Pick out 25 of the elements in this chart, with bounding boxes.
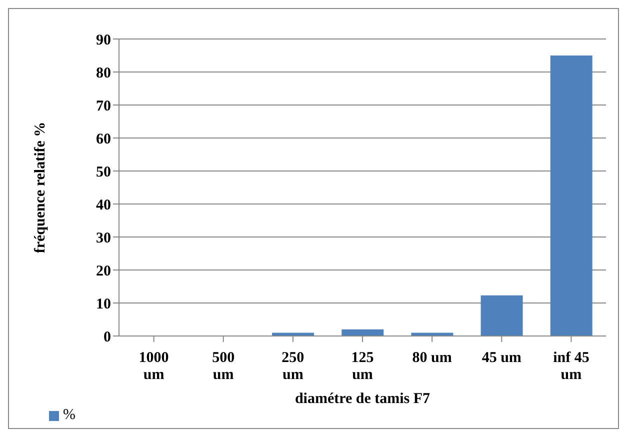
x-tick-label: 1000 um xyxy=(138,350,169,383)
y-tick-label: 60 xyxy=(96,131,111,148)
bar xyxy=(272,332,314,336)
y-tick-label: 10 xyxy=(96,296,111,312)
y-tick-label: 30 xyxy=(96,230,111,246)
legend-label: % xyxy=(63,407,76,423)
y-tick-label: 0 xyxy=(104,329,111,346)
y-tick-label: 80 xyxy=(96,65,111,82)
y-tick-label: 70 xyxy=(96,98,111,114)
x-tick-label: 45 um xyxy=(482,350,522,366)
x-tick-label: inf 45 um xyxy=(553,350,590,383)
x-tick-label: 80 um xyxy=(412,350,452,366)
x-tick-label: 500 um xyxy=(212,350,235,383)
x-axis-title: diamétre de tamis F7 xyxy=(294,391,431,407)
bar xyxy=(550,56,592,336)
bar xyxy=(411,332,454,336)
y-axis-title: fréquence relatife % xyxy=(32,122,48,254)
bar xyxy=(480,295,523,336)
y-tick-label: 20 xyxy=(96,263,111,280)
y-tick-label: 50 xyxy=(96,164,111,180)
y-tick-label: 40 xyxy=(96,197,111,214)
x-tick-label: 250 um xyxy=(282,350,304,383)
bar xyxy=(342,329,384,336)
x-tick-label: 125 um xyxy=(351,350,374,383)
y-tick-label: 90 xyxy=(96,32,111,48)
